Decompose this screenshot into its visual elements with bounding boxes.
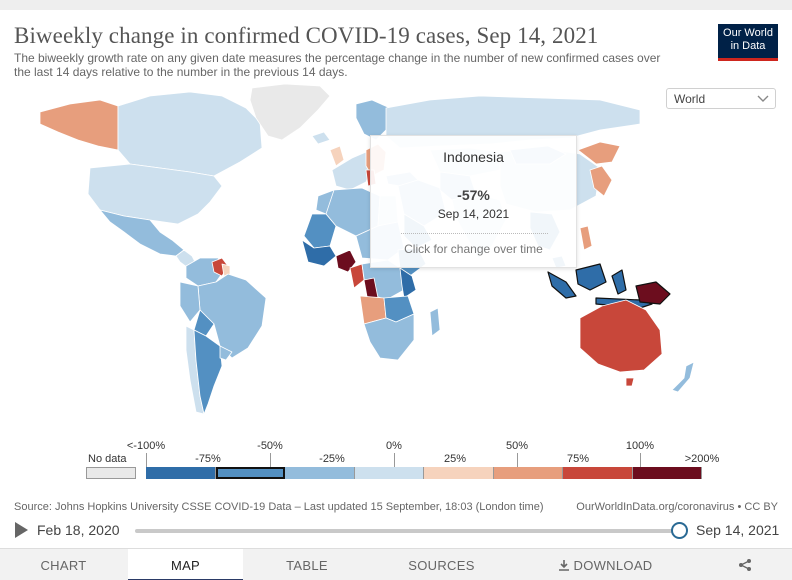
legend-tick (517, 453, 518, 467)
tab-map[interactable]: MAP (128, 549, 243, 580)
country-tooltip: Indonesia -57% Sep 14, 2021 Click for ch… (370, 135, 577, 268)
owid-url[interactable]: OurWorldInData.org/coronavirus • CC BY (576, 501, 778, 513)
country-australia[interactable] (579, 299, 663, 373)
legend-bin-4[interactable] (424, 467, 494, 479)
legend-label-gt-200: >200% (684, 453, 720, 465)
top-bar (0, 0, 792, 10)
share-icon (739, 559, 751, 571)
country-far-east-russia[interactable] (577, 141, 621, 165)
legend-label-minus-50: -50% (257, 440, 283, 452)
country-south-africa[interactable] (363, 313, 415, 361)
country-korea-japan[interactable] (589, 165, 613, 197)
source-note[interactable]: Source: Johns Hopkins University CSSE CO… (14, 501, 544, 513)
tooltip-country: Indonesia (443, 149, 504, 165)
region-select-value: World (674, 92, 706, 106)
legend-label-75: 75% (566, 453, 590, 465)
legend-bin-5[interactable] (493, 467, 563, 479)
country-philippines[interactable] (579, 225, 593, 251)
country-uk[interactable] (329, 145, 345, 167)
world-map[interactable] (0, 80, 792, 440)
legend-tick (270, 453, 271, 467)
country-indonesia[interactable] (547, 263, 653, 309)
timeline-start-date[interactable]: Feb 18, 2020 (37, 522, 120, 538)
region-select[interactable]: World (666, 88, 776, 109)
country-argentina[interactable] (193, 329, 223, 415)
legend-bin-0[interactable] (146, 467, 216, 479)
legend-no-data-swatch[interactable] (86, 467, 136, 479)
legend-bin-3[interactable] (354, 467, 424, 479)
country-madagascar[interactable] (429, 307, 441, 337)
country-papua-new-guinea[interactable] (635, 281, 671, 305)
legend-label-25: 25% (443, 453, 467, 465)
logo-line-2: in Data (730, 40, 766, 52)
country-east-africa[interactable] (399, 267, 417, 299)
legend-tick (640, 453, 641, 467)
legend-bin-1[interactable] (215, 467, 285, 479)
legend-bin-7[interactable] (632, 467, 702, 479)
download-icon (558, 560, 569, 571)
country-tasmania[interactable] (625, 377, 635, 387)
tooltip-divider (401, 233, 548, 234)
country-scandinavia[interactable] (355, 99, 391, 141)
country-cameroon[interactable] (349, 263, 365, 289)
country-suriname[interactable] (221, 263, 231, 277)
tab-bar: CHART MAP TABLE SOURCES DOWNLOAD (0, 548, 792, 580)
color-legend: No data <-100% -50% 0% 50% 100% -75% -25… (0, 440, 792, 480)
country-greenland[interactable] (249, 83, 331, 141)
play-icon[interactable] (15, 522, 28, 538)
country-new-zealand[interactable] (671, 361, 695, 393)
timeline-handle[interactable] (671, 522, 688, 539)
country-peru[interactable] (179, 281, 201, 323)
legend-tick (394, 453, 395, 467)
tooltip-value: -57% (457, 187, 490, 203)
chart-subtitle: The biweekly growth rate on any given da… (14, 51, 661, 79)
tab-share[interactable] (698, 549, 792, 580)
legend-no-data-label: No data (88, 453, 127, 465)
country-alaska[interactable] (39, 99, 119, 151)
legend-label-minus-25: -25% (319, 453, 345, 465)
country-canada[interactable] (117, 91, 263, 177)
tab-download-label: DOWNLOAD (573, 558, 653, 573)
logo-line-1: Our World (723, 27, 773, 39)
legend-label-100: 100% (625, 440, 655, 452)
owid-logo[interactable]: Our World in Data (718, 24, 778, 61)
legend-label-0: 0% (386, 440, 402, 452)
legend-bin-6[interactable] (563, 467, 633, 479)
legend-label-50: 50% (505, 440, 529, 452)
tooltip-hint: Click for change over time (404, 242, 543, 256)
timeline-track[interactable] (135, 529, 680, 533)
legend-label-lt-100: <-100% (126, 440, 166, 452)
country-iceland[interactable] (311, 131, 331, 145)
tab-chart[interactable]: CHART (40, 558, 87, 573)
chart-title: Biweekly change in confirmed COVID-19 ca… (14, 23, 599, 48)
chevron-down-icon (757, 95, 769, 102)
tab-table[interactable]: TABLE (286, 558, 328, 573)
legend-bin-2[interactable] (285, 467, 355, 479)
tab-sources[interactable]: SOURCES (408, 558, 475, 573)
legend-label-minus-75: -75% (195, 453, 221, 465)
tooltip-date: Sep 14, 2021 (437, 207, 510, 221)
timeline-end-date[interactable]: Sep 14, 2021 (696, 522, 780, 538)
timeline[interactable]: Feb 18, 2020 Sep 14, 2021 (0, 519, 792, 545)
legend-tick (146, 453, 147, 467)
country-uruguay[interactable] (219, 345, 233, 361)
tab-download[interactable]: DOWNLOAD (513, 549, 697, 580)
